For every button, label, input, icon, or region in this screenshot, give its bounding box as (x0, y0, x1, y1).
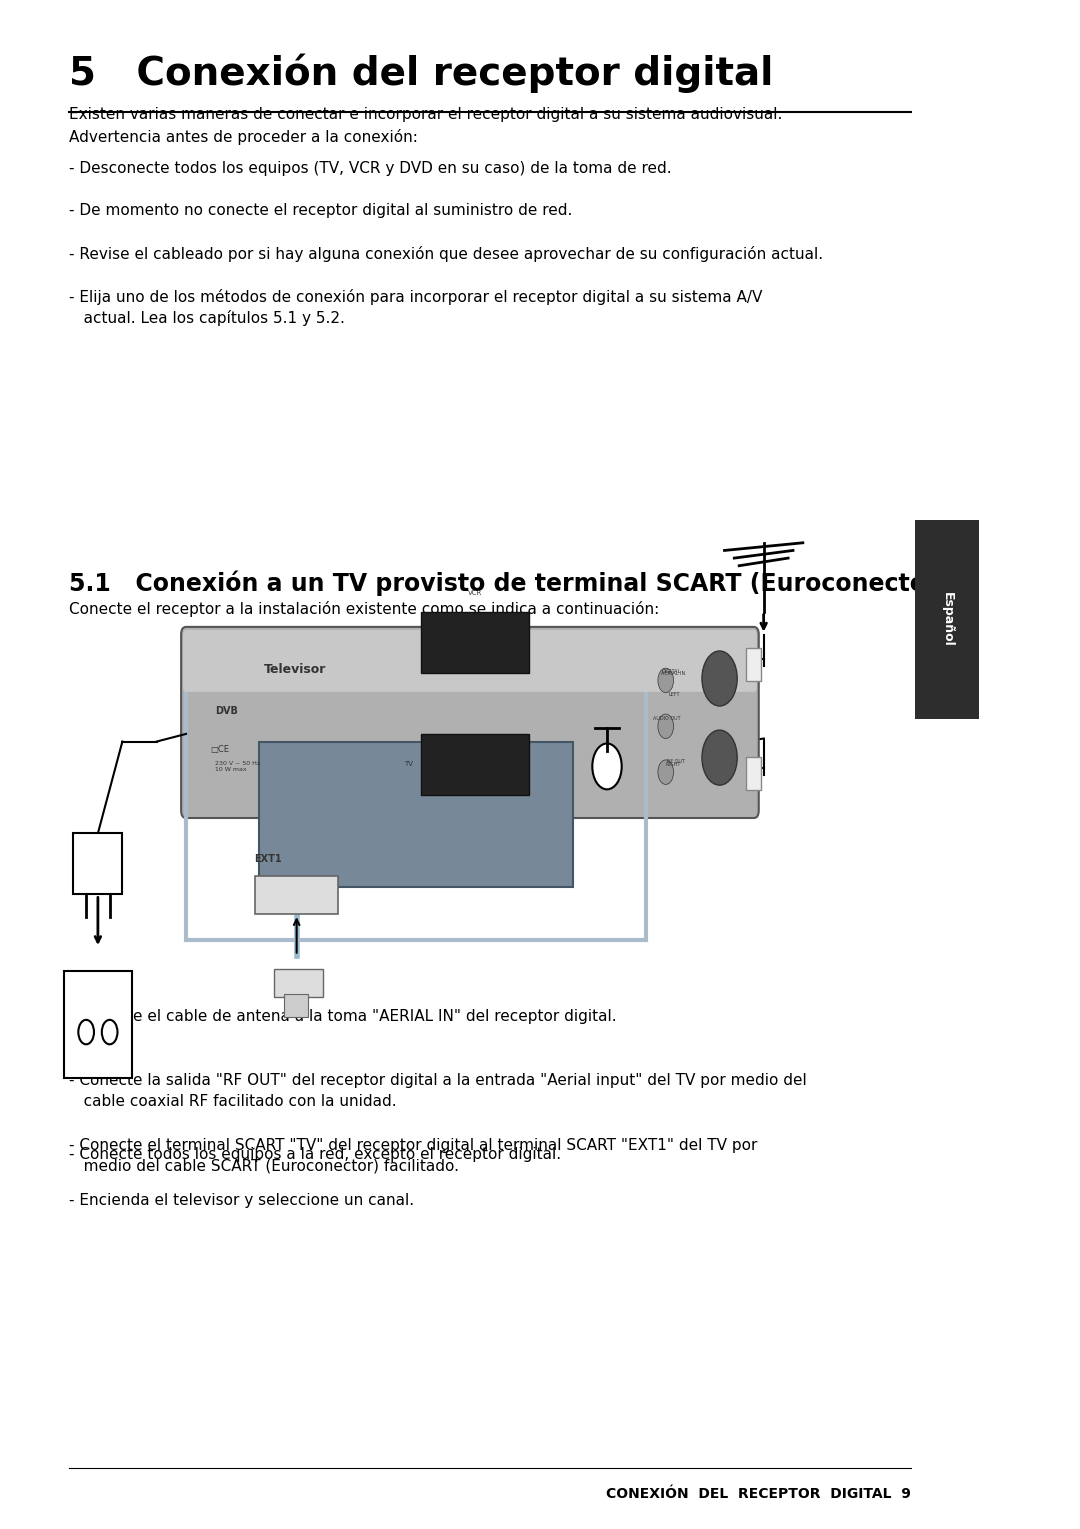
Text: - Revise el cableado por si hay alguna conexión que desee aprovechar de su confi: - Revise el cableado por si hay alguna c… (68, 246, 823, 261)
Circle shape (702, 651, 738, 706)
Text: Televisor: Televisor (265, 662, 327, 676)
Text: - Encienda el televisor y seleccione un canal.: - Encienda el televisor y seleccione un … (68, 1193, 414, 1208)
Text: Conecte el receptor a la instalación existente como se indica a continuación:: Conecte el receptor a la instalación exi… (68, 601, 659, 616)
Text: TV: TV (404, 761, 414, 768)
Text: PHILIPS: PHILIPS (433, 647, 507, 665)
Bar (186, 688, 646, 940)
Text: - Conecte la salida "RF OUT" del receptor digital a la entrada "Aerial input" de: - Conecte la salida "RF OUT" del recepto… (68, 1073, 807, 1110)
Circle shape (658, 668, 674, 693)
Text: DVB: DVB (215, 706, 239, 716)
Circle shape (592, 743, 622, 789)
Text: AERIAL IN: AERIAL IN (661, 671, 686, 676)
Text: RF OUT: RF OUT (667, 758, 686, 763)
Text: 5.1   Conexión a un TV provisto de terminal SCART (Euroconector): 5.1 Conexión a un TV provisto de termina… (68, 570, 948, 596)
Text: LEFT: LEFT (669, 691, 680, 697)
Bar (746, 757, 760, 790)
Text: - Conecte el terminal SCART "TV" del receptor digital al terminal SCART "EXT1" d: - Conecte el terminal SCART "TV" del rec… (68, 1138, 757, 1174)
Circle shape (658, 760, 674, 784)
Text: - Desconecte todos los equipos (TV, VCR y DVD en su caso) de la toma de red.: - Desconecte todos los equipos (TV, VCR … (68, 161, 671, 176)
Bar (274, 969, 323, 997)
Text: Existen varias maneras de conectar e incorporar el receptor digital a su sistema: Existen varias maneras de conectar e inc… (68, 107, 782, 145)
Text: - Elija uno de los métodos de conexión para incorporar el receptor digital a su : - Elija uno de los métodos de conexión p… (68, 289, 761, 326)
Text: DIGITAL: DIGITAL (661, 668, 680, 674)
Bar (64, 971, 132, 1078)
Text: EXT1: EXT1 (255, 853, 282, 864)
Bar (421, 612, 529, 673)
Text: RIGHT: RIGHT (665, 761, 680, 768)
Bar (255, 876, 338, 914)
FancyBboxPatch shape (184, 630, 757, 691)
Circle shape (702, 731, 738, 786)
Circle shape (658, 714, 674, 739)
Text: CONEXIÓN  DEL  RECEPTOR  DIGITAL  9: CONEXIÓN DEL RECEPTOR DIGITAL 9 (606, 1488, 910, 1501)
Bar (259, 742, 572, 887)
Bar (421, 734, 529, 795)
Bar (73, 833, 122, 894)
Bar (284, 994, 309, 1017)
Text: - Conecte el cable de antena a la toma "AERIAL IN" del receptor digital.: - Conecte el cable de antena a la toma "… (68, 1009, 617, 1024)
Text: - De momento no conecte el receptor digital al suministro de red.: - De momento no conecte el receptor digi… (68, 203, 572, 219)
Circle shape (102, 1020, 118, 1044)
Text: - Conecte todos los equipos a la red, excepto el receptor digital.: - Conecte todos los equipos a la red, ex… (68, 1147, 561, 1162)
FancyBboxPatch shape (181, 627, 759, 818)
Text: AUDIO OUT: AUDIO OUT (652, 716, 680, 722)
Bar (746, 648, 760, 682)
Bar (916, 520, 980, 719)
Text: 230 V ~ 50 Hz
10 W max: 230 V ~ 50 Hz 10 W max (215, 761, 260, 772)
Circle shape (79, 1020, 94, 1044)
Text: □CE: □CE (211, 745, 229, 754)
Text: 5   Conexión del receptor digital: 5 Conexión del receptor digital (68, 54, 773, 93)
Text: Español: Español (941, 592, 954, 647)
Text: VCR: VCR (468, 590, 482, 596)
